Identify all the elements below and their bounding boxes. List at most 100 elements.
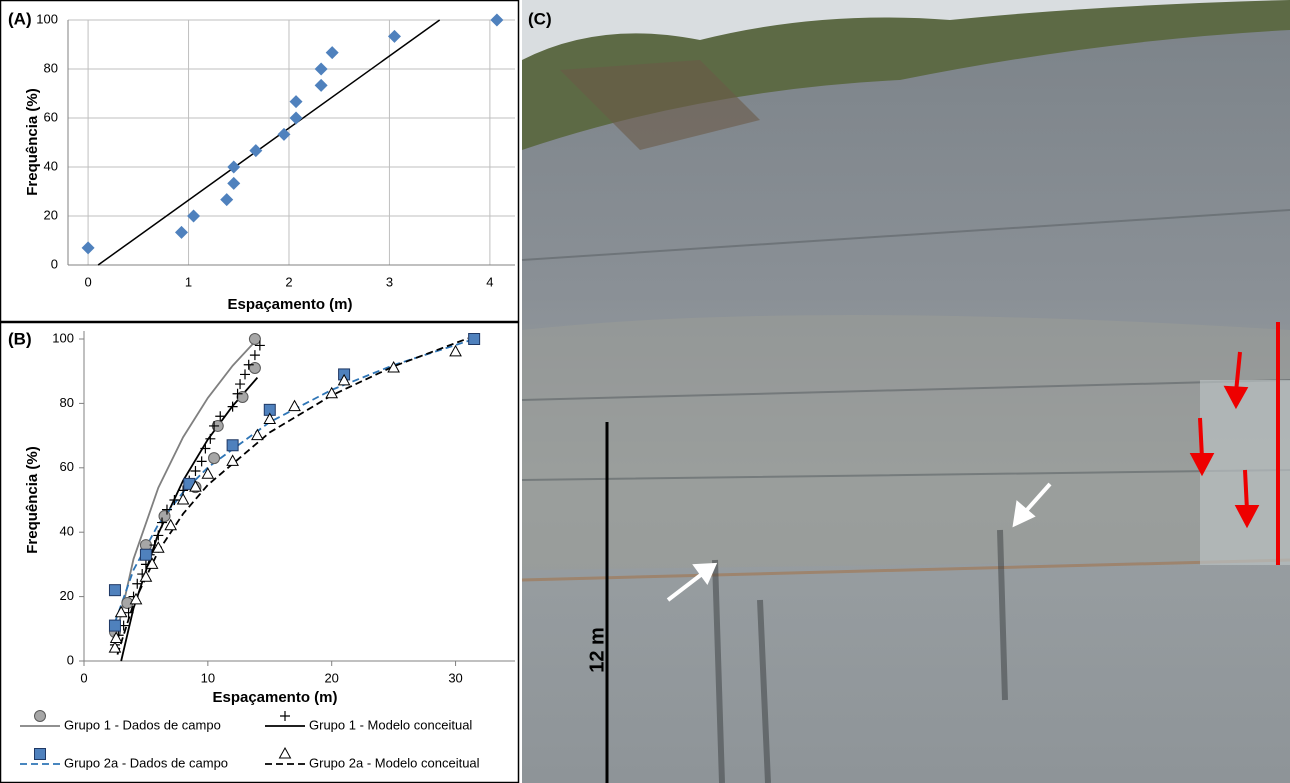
y-tick-label: 0 xyxy=(51,256,58,271)
marker-circle xyxy=(236,390,249,403)
legend-label: Grupo 1 - Modelo conceitual xyxy=(309,717,472,732)
marker-diamond xyxy=(227,176,241,190)
marker-circle xyxy=(248,361,261,374)
marker-square xyxy=(108,584,121,597)
marker-triangle xyxy=(189,480,202,492)
x-tick-label: 1 xyxy=(185,274,192,289)
marker-triangle xyxy=(251,428,264,441)
marker-plus xyxy=(161,504,172,515)
panel-label: (A) xyxy=(8,9,32,28)
marker-circle xyxy=(248,333,261,345)
marker-triangle xyxy=(151,541,165,553)
marker-triangle xyxy=(337,373,351,386)
marker-plus xyxy=(132,578,143,589)
trend-line xyxy=(114,338,475,623)
x-tick-label: 0 xyxy=(84,274,91,289)
marker-diamond xyxy=(249,144,263,158)
red-arrows xyxy=(1189,351,1260,529)
marker-square xyxy=(226,439,239,452)
photo-fracture xyxy=(521,209,1290,481)
marker-plus xyxy=(254,340,265,351)
x-tick-label: 10 xyxy=(201,670,215,685)
marker-plus xyxy=(243,359,254,370)
trend-line xyxy=(114,338,259,642)
marker-plus xyxy=(196,456,207,467)
marker-circle xyxy=(158,510,171,523)
photo: (C) 12 m xyxy=(521,0,1290,783)
chart: (A) 0 20 40 60 80 100 0 1 2 3 4 Espaçamento (m) Frequ… xyxy=(8,9,515,313)
marker-square xyxy=(468,333,481,345)
legend-entry: Grupo 1 - Modelo conceitual xyxy=(265,711,472,732)
marker-triangle xyxy=(129,592,143,605)
marker-diamond xyxy=(289,111,303,125)
marker-triangle xyxy=(449,344,462,357)
marker-circle xyxy=(208,452,221,465)
trend-line xyxy=(116,337,469,655)
marker-diamond xyxy=(387,29,401,43)
marker-plus xyxy=(249,350,260,361)
legend-label: Grupo 2a - Dados de campo xyxy=(64,755,228,770)
x-tick-label: 2 xyxy=(285,274,292,289)
marker-diamond xyxy=(289,95,303,109)
marker-plus xyxy=(123,607,134,618)
marker-square xyxy=(108,619,121,632)
marker-triangle xyxy=(201,467,215,479)
marker-triangle xyxy=(145,557,159,569)
y-tick-label: 40 xyxy=(60,524,74,539)
marker-plus xyxy=(232,388,243,399)
marker-triangle xyxy=(263,412,277,424)
white-arrows xyxy=(666,482,1052,602)
y-axis-title: Frequência (%) xyxy=(24,88,41,196)
y-tick-label: 80 xyxy=(60,395,74,410)
x-tick-label: 30 xyxy=(448,670,462,685)
x-tick-label: 3 xyxy=(386,274,393,289)
marker-diamond xyxy=(314,62,328,76)
marker-diamond xyxy=(227,160,241,174)
panel-label: (C) xyxy=(528,9,552,28)
legend-label: Grupo 1 - Dados de campo xyxy=(64,717,221,732)
marker-plus xyxy=(190,466,201,477)
marker-diamond xyxy=(175,225,189,239)
y-tick-label: 20 xyxy=(44,207,58,222)
marker-plus xyxy=(157,517,168,528)
marker-diamond xyxy=(314,78,328,92)
y-tick-label: 60 xyxy=(44,109,58,124)
photo-rock xyxy=(522,315,1290,570)
trend-line xyxy=(120,377,259,662)
y-tick-label: 80 xyxy=(44,60,58,75)
legend-label: Grupo 2a - Modelo conceitual xyxy=(309,755,480,770)
marker-triangle xyxy=(325,386,339,399)
panel-frame xyxy=(0,0,520,323)
y-tick-label: 40 xyxy=(44,158,58,173)
marker-diamond xyxy=(187,209,201,223)
marker-plus xyxy=(235,379,246,390)
x-tick-label: 4 xyxy=(486,274,493,289)
y-tick-label: 20 xyxy=(60,588,74,603)
legend-entry: Grupo 2a - Modelo conceitual xyxy=(265,746,480,770)
y-tick-label: 100 xyxy=(52,330,74,345)
y-axis-title: Frequência (%) xyxy=(24,446,41,554)
marker-triangle xyxy=(278,746,292,759)
scale-label: 12 m xyxy=(586,627,608,673)
x-tick-label: 0 xyxy=(80,670,87,685)
marker-plus xyxy=(153,530,164,541)
y-tick-label: 60 xyxy=(60,459,74,474)
marker-triangle xyxy=(114,605,128,618)
marker-plus xyxy=(169,495,180,505)
marker-triangle xyxy=(387,360,400,373)
marker-plus xyxy=(200,443,211,454)
marker-triangle xyxy=(176,492,190,505)
photo-stain xyxy=(712,529,1008,783)
y-tick-label: 100 xyxy=(36,11,58,26)
marker-plus xyxy=(215,411,226,422)
panel-frame xyxy=(0,321,520,783)
marker-triangle xyxy=(288,399,301,412)
marker-triangle xyxy=(226,454,239,466)
marker-plus xyxy=(205,433,216,444)
marker-square xyxy=(34,748,46,760)
marker-diamond xyxy=(81,241,95,255)
y-tick-label: 0 xyxy=(67,652,74,667)
marker-square xyxy=(139,548,152,561)
